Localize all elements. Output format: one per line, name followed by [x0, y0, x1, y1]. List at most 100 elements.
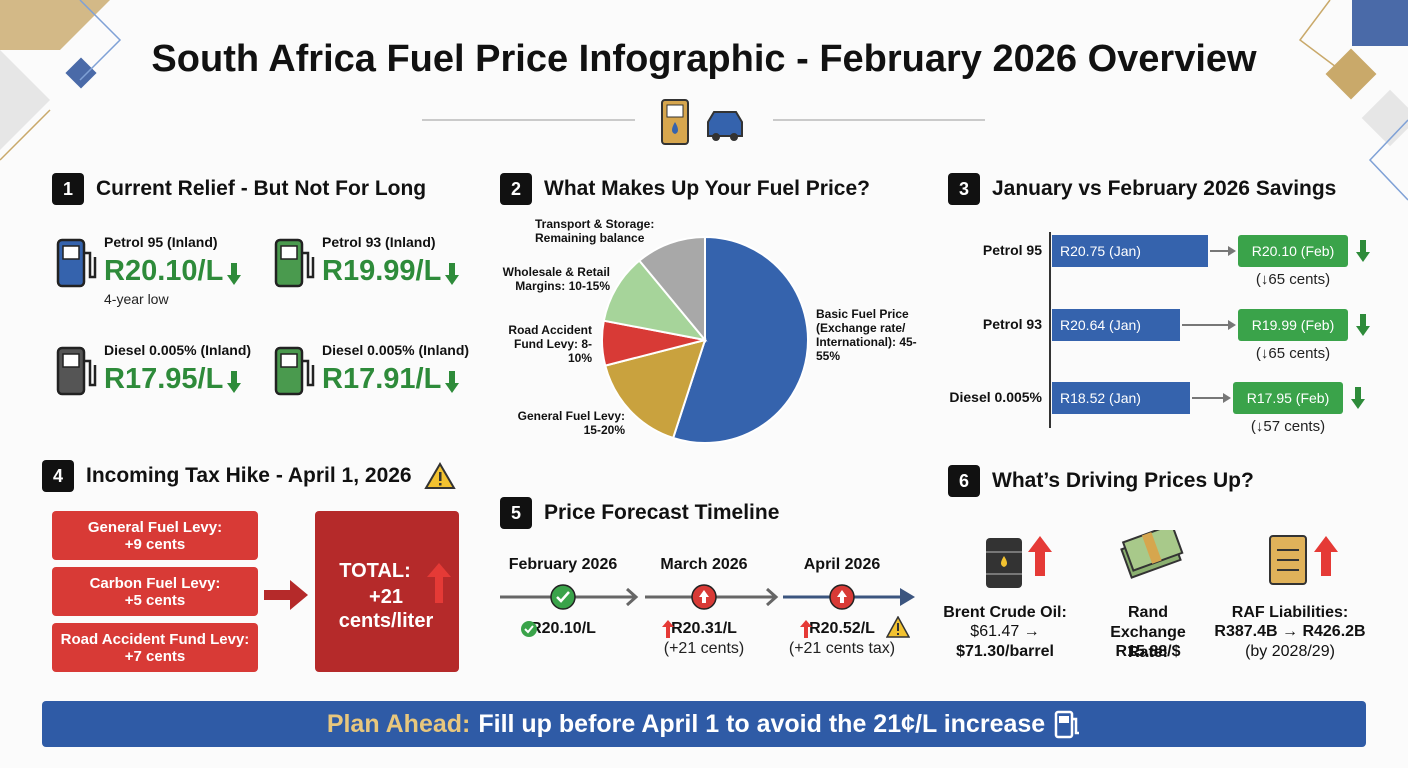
driver-detail: R15.88/$ [1115, 643, 1181, 660]
pie-label: Road Accident Fund Levy: 8-10% [508, 323, 592, 365]
fuel-price: R20.10/L [104, 255, 224, 287]
pump-icon [274, 238, 315, 288]
section-header: 3 January vs February 2026 Savings [948, 173, 1336, 205]
pump-icon [56, 238, 97, 288]
levy-box: General Fuel Levy: +9 cents [52, 511, 258, 560]
section-title: January vs February 2026 Savings [992, 177, 1337, 200]
section-number: 6 [948, 465, 980, 497]
feb-bar: R20.10 (Feb) [1238, 235, 1348, 267]
down-arrow [227, 263, 241, 285]
fuel-price: R17.91/L [322, 363, 442, 395]
driver-icons [986, 530, 1338, 588]
section-header: 2 What Makes Up Your Fuel Price? [500, 173, 870, 205]
pump-icon [274, 346, 315, 396]
pie-label: Wholesale & Retail Margins: 10-15% [502, 265, 610, 293]
levy-amount: +7 cents [124, 647, 186, 665]
driver-detail: R387.4B → R426.2B [1214, 623, 1366, 640]
fuel-price: R19.99/L [322, 255, 442, 287]
section-number: 3 [948, 173, 980, 205]
section-number: 5 [500, 497, 532, 529]
connector-arrow [1192, 393, 1231, 403]
levy-amount: +5 cents [124, 591, 186, 609]
pie-label: Basic Fuel Price (Exchange rate/ Interna… [816, 307, 917, 363]
feb-bar: R19.99 (Feb) [1238, 309, 1348, 341]
levy-box: Road Accident Fund Levy: +7 cents [52, 623, 258, 672]
up-arrow [427, 563, 451, 603]
section-header: 1 Current Relief - But Not For Long [52, 173, 426, 205]
month-label: February 2026 [508, 556, 618, 573]
feb-bar: R17.95 (Feb) [1233, 382, 1343, 414]
section-title: What’s Driving Prices Up? [992, 469, 1254, 492]
saving-note: (↓57 cents) [1250, 418, 1326, 435]
down-arrow [1351, 387, 1365, 409]
pie-label: Transport & Storage: Remaining balance [535, 217, 655, 245]
saving-note: (↓65 cents) [1255, 271, 1331, 288]
down-arrow [445, 263, 459, 285]
jan-bar: R20.75 (Jan) [1052, 235, 1208, 267]
section-title: Current Relief - But Not For Long [96, 177, 427, 200]
pie-slice [671, 235, 809, 444]
section-header: 6 What’s Driving Prices Up? [948, 465, 1254, 497]
levy-amount: +9 cents [124, 535, 186, 553]
jan-bar: R20.64 (Jan) [1052, 309, 1180, 341]
connector-arrow [1210, 246, 1236, 256]
pump-icon [1054, 710, 1080, 739]
up-arrow [800, 620, 812, 638]
footer-highlight: Plan Ahead: [326, 709, 471, 738]
pie-chart [601, 235, 809, 444]
warning-icon [423, 462, 456, 489]
section-title: Price Forecast Timeline [544, 501, 780, 524]
driver-detail: (by 2028/29) [1245, 643, 1335, 660]
title: South Africa Fuel Price Infographic - Fe… [151, 38, 1257, 80]
down-arrow [1356, 314, 1370, 336]
row-label: Petrol 93 [982, 316, 1042, 332]
jan-bar: R18.52 (Jan) [1052, 382, 1190, 414]
fuel-note: 4-year low [104, 291, 169, 307]
total-label: TOTAL: [339, 560, 411, 582]
forecast-price: R20.31/L [671, 620, 737, 637]
footer-banner: Plan Ahead: Fill up before April 1 to av… [42, 701, 1366, 747]
fuel-label: Diesel 0.005% (Inland) [322, 342, 470, 358]
section-title: What Makes Up Your Fuel Price? [544, 177, 870, 200]
levy-name: General Fuel Levy: [87, 518, 223, 536]
pump-icon [56, 346, 97, 396]
up-arrow [662, 620, 674, 638]
month-label: March 2026 [660, 556, 748, 573]
warning-icon [886, 616, 910, 638]
driver-name: RAF Liabilities: [1231, 604, 1349, 621]
connector-arrow [1182, 320, 1236, 330]
section-title: Incoming Tax Hike - April 1, 2026 [86, 464, 412, 487]
timeline [500, 584, 915, 610]
pie-slice [602, 259, 708, 342]
section-number: 2 [500, 173, 532, 205]
driver-name: Rand Exchange Rate: [1110, 604, 1186, 661]
footer-text: Fill up before April 1 to avoid the 21¢/… [478, 709, 1046, 738]
pie-label: General Fuel Levy: 15-20% [517, 409, 625, 437]
driver-detail: $61.47 → [970, 623, 1040, 640]
levy-name: Road Accident Fund Levy: [60, 630, 250, 648]
month-label: April 2026 [803, 556, 881, 573]
row-label: Petrol 95 [982, 242, 1042, 258]
section-number: 4 [42, 460, 74, 492]
fuel-label: Petrol 93 (Inland) [322, 234, 436, 250]
forecast-note: (+21 cents tax) [788, 640, 896, 657]
forecast-price: R20.10/L [530, 620, 596, 637]
section-number: 1 [52, 173, 84, 205]
down-arrow [227, 371, 241, 393]
section-header: 5 Price Forecast Timeline [500, 497, 779, 529]
fuel-label: Petrol 95 (Inland) [104, 234, 218, 250]
levy-box: Carbon Fuel Levy: +5 cents [52, 567, 258, 616]
forecast-note: (+21 cents) [663, 640, 745, 657]
arrow-icon [264, 580, 308, 610]
driver-name: Brent Crude Oil: [943, 604, 1067, 621]
saving-note: (↓65 cents) [1255, 345, 1331, 362]
levy-name: Carbon Fuel Levy: [89, 574, 221, 592]
total-amount: +21 cents/liter [338, 586, 434, 632]
down-arrow [445, 371, 459, 393]
check-icon [521, 621, 537, 637]
row-label: Diesel 0.005% [949, 389, 1042, 405]
section-header: 4 Incoming Tax Hike - April 1, 2026 [42, 460, 456, 492]
pie-slice [637, 235, 706, 343]
